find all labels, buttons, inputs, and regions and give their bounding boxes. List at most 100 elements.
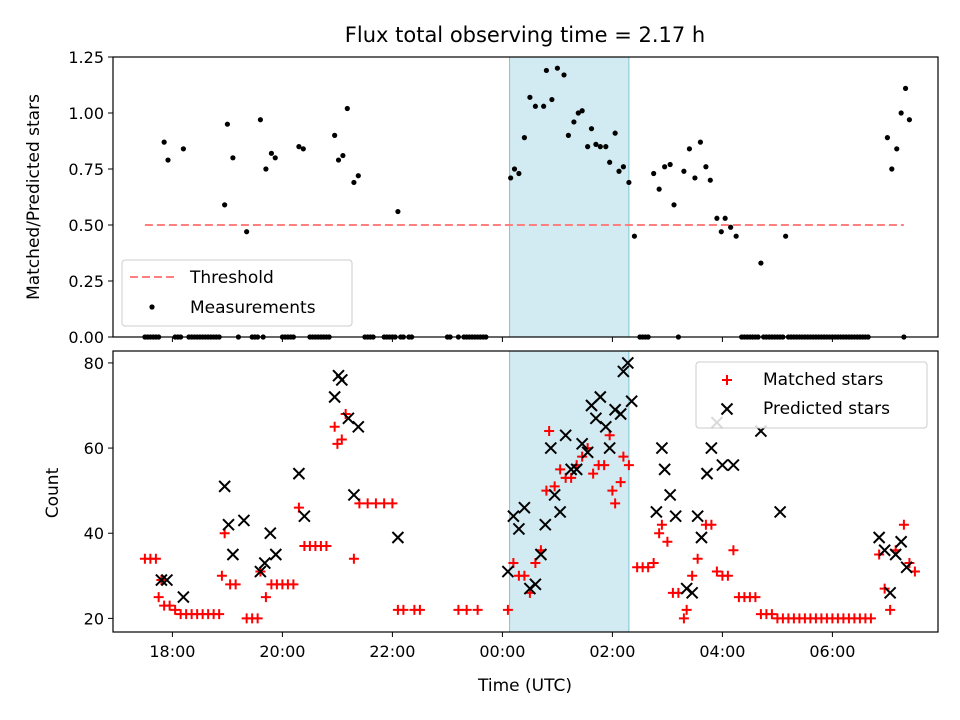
measurement-point — [332, 132, 338, 138]
measurement-point — [889, 166, 895, 172]
measurement-point — [230, 155, 236, 161]
measurement-point — [224, 121, 230, 127]
matched-star-point — [662, 536, 673, 547]
predicted-star-point — [894, 535, 908, 548]
matched-star-point — [607, 485, 618, 496]
predicted-star-point — [258, 556, 272, 570]
matched-star-point — [519, 570, 530, 581]
predicted-star-point — [773, 505, 787, 519]
predicted-star-point — [512, 522, 526, 536]
predicted-star-point — [889, 548, 902, 561]
matched-star-point — [549, 481, 560, 492]
predicted-star-point — [883, 586, 897, 600]
measurement-point — [543, 67, 550, 74]
measurement-point — [898, 110, 904, 116]
bottom-x-tick-label: 06:00 — [809, 642, 855, 661]
measurement-point — [651, 170, 657, 177]
matched-star-point — [904, 558, 915, 569]
legend-predicted-swatch — [720, 402, 734, 416]
predicted-star-point — [518, 501, 531, 514]
predicted-star-point — [534, 548, 548, 561]
measurement-point — [579, 108, 585, 114]
predicted-star-point — [226, 548, 240, 561]
measurement-point — [161, 139, 167, 145]
measurement-point — [692, 175, 698, 181]
matched-star-point — [150, 553, 161, 564]
bottom-legend-box — [695, 361, 928, 429]
predicted-star-point — [328, 390, 341, 404]
predicted-star-point — [222, 518, 235, 531]
bottom-panel: 20 40 60 80 18:00 20:00 22:00 00:00 02:00 04:00 06… — [84, 350, 939, 661]
predicted-star-point — [695, 531, 708, 544]
matched-star-point — [336, 434, 347, 445]
measurement-point — [588, 126, 595, 132]
matched-star-point — [687, 570, 698, 581]
measurement-point — [263, 166, 269, 172]
measurement-point — [603, 144, 609, 150]
measurement-point — [686, 146, 693, 152]
measurement-point — [554, 65, 561, 71]
predicted-star-point — [254, 565, 267, 578]
predicted-star-point — [237, 514, 251, 527]
matched-star-point — [461, 604, 472, 615]
predicted-star-point — [264, 527, 277, 540]
matched-star-point — [230, 579, 241, 590]
measurement-point — [300, 146, 306, 152]
matched-star-point — [750, 592, 761, 603]
measurement-point — [597, 144, 603, 150]
chart-title: Flux total observing time = 2.17 h — [345, 23, 705, 47]
matched-star-point — [164, 600, 175, 611]
matched-star-point — [654, 528, 665, 539]
measurement-point — [758, 260, 764, 266]
matched-star-point — [170, 604, 181, 615]
matched-star-point — [260, 592, 271, 603]
predicted-star-point — [548, 488, 561, 502]
predicted-star-point — [617, 365, 630, 378]
measurement-point — [575, 110, 581, 116]
matched-star-point — [885, 604, 896, 615]
predicted-star-point — [691, 509, 704, 523]
measurement-point — [626, 179, 632, 186]
top-plot-frame — [112, 56, 939, 338]
predicted-star-point — [716, 458, 729, 472]
top-y-tick-label: 0.25 — [68, 272, 104, 291]
matched-star-point — [555, 464, 566, 475]
predicted-star-point — [700, 467, 714, 480]
matched-star-point — [711, 566, 722, 577]
legend-measurements-swatch — [149, 304, 155, 310]
measurement-point — [549, 96, 555, 103]
measurement-point — [783, 233, 789, 239]
predicted-star-point — [391, 531, 405, 544]
matched-star-point — [599, 460, 610, 471]
measurement-point — [165, 157, 171, 163]
bottom-x-tick-label: 22:00 — [369, 642, 415, 661]
measurement-point — [257, 117, 263, 123]
measurement-point — [511, 166, 518, 172]
top-legend: Threshold Measurements — [121, 259, 353, 327]
top-panel: 0.00 0.25 0.50 0.75 1.00 1.25 Threshold Measure… — [68, 48, 939, 347]
matched-star-point — [656, 519, 667, 530]
matched-star-point — [252, 613, 263, 624]
predicted-star-point — [570, 463, 583, 476]
predicted-star-point — [658, 463, 671, 476]
matched-star-point — [348, 553, 359, 564]
matched-star-point — [544, 426, 555, 437]
predicted-star-point — [160, 573, 174, 587]
measurement-point — [612, 130, 618, 136]
predicted-star-point — [298, 509, 311, 523]
matched-star-point — [643, 562, 654, 573]
measurement-point — [222, 202, 228, 208]
legend-matched-swatch — [722, 375, 732, 385]
top-y-tick-label: 0.50 — [68, 216, 104, 235]
x-axis-label: Time (UTC) — [477, 676, 572, 696]
measurement-point — [722, 215, 728, 221]
measurement-point — [532, 103, 539, 109]
bottom-y-tick-label: 20 — [84, 609, 104, 628]
measurement-point — [508, 175, 514, 181]
matched-star-point — [615, 477, 626, 488]
measurement-point — [728, 224, 734, 230]
bottom-plot-frame — [112, 350, 939, 633]
matched-star-point — [618, 451, 629, 462]
bottom-x-tick-label: 04:00 — [699, 642, 745, 661]
measurement-point — [561, 72, 567, 78]
